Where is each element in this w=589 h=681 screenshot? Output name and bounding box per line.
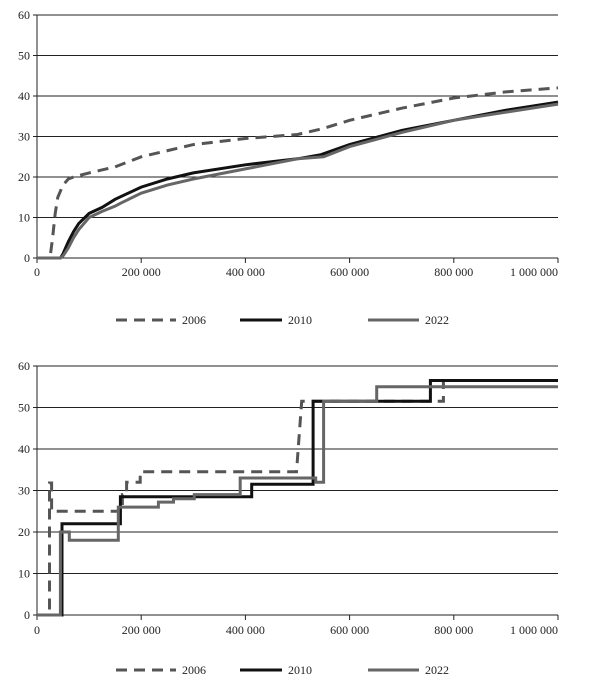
- x-tick-label: 600 000: [330, 623, 369, 637]
- x-tick-label: 0: [34, 265, 40, 279]
- y-tick-label: 40: [18, 89, 30, 103]
- x-tick-label: 800 000: [434, 265, 473, 279]
- y-tick-label: 30: [18, 130, 30, 144]
- y-tick-label: 50: [18, 49, 30, 63]
- legend-label: 2010: [288, 313, 312, 327]
- x-tick-label: 400 000: [226, 623, 265, 637]
- y-tick-label: 20: [18, 170, 30, 184]
- x-tick-label: 600 000: [330, 265, 369, 279]
- legend-label: 2006: [182, 663, 206, 677]
- y-tick-label: 30: [18, 484, 30, 498]
- x-tick-label: 200 000: [122, 623, 161, 637]
- legend-label: 2022: [425, 663, 449, 677]
- legend: 2006 2010 2022: [116, 313, 449, 327]
- y-tick-label: 60: [18, 8, 30, 22]
- chart-2: 0 10 20 30 40 50 60 0 200 000 400 000 600 000 800 0…: [18, 359, 559, 677]
- y-tick-label: 20: [18, 525, 30, 539]
- y-tick-label: 50: [18, 401, 30, 415]
- series-line-2010: [37, 100, 559, 260]
- x-tick-label: 400 000: [226, 265, 265, 279]
- x-tick-label: 200 000: [122, 265, 161, 279]
- y-tick-label: 10: [18, 567, 30, 581]
- series-line-2006: [37, 86, 559, 260]
- legend-label: 2010: [288, 663, 312, 677]
- y-tick-label: 40: [18, 442, 30, 456]
- series-line-2006: [37, 379, 558, 617]
- chart-1: 0 10 20 30 40 50 60 0 200 000 400 000 600 000 800 0…: [18, 8, 559, 327]
- y-tick-label: 10: [18, 211, 30, 225]
- y-tick-label: 0: [24, 608, 30, 622]
- x-tick-label: 1 000 000: [510, 265, 558, 279]
- x-tick-label: 800 000: [434, 623, 473, 637]
- legend-label: 2022: [425, 313, 449, 327]
- legend: 2006 2010 2022: [116, 663, 449, 677]
- series-line-2022: [37, 102, 559, 260]
- series-line-2010: [37, 379, 558, 617]
- legend-label: 2006: [182, 313, 206, 327]
- y-tick-label: 0: [24, 251, 30, 265]
- series-line-2022: [37, 385, 558, 617]
- y-tick-label: 60: [18, 359, 30, 373]
- x-tick-label: 0: [34, 623, 40, 637]
- x-tick-label: 1 000 000: [510, 623, 558, 637]
